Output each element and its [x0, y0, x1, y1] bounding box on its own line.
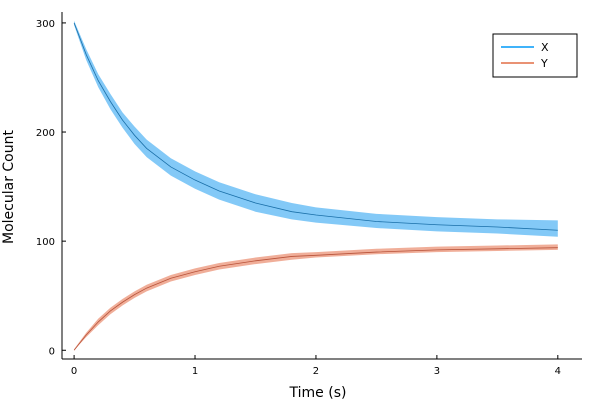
x-tick-label: 1 [192, 366, 198, 377]
y-tick-label: 300 [36, 19, 55, 30]
x-tick-label: 3 [434, 366, 440, 377]
ribbon-y [74, 244, 558, 351]
y-tick-label: 200 [36, 128, 55, 139]
y-tick-label: 100 [36, 237, 55, 248]
y-axis-ticks: 0 100 200 300 [36, 19, 66, 357]
x-axis-label: Time (s) [289, 385, 347, 400]
y-tick-label: 0 [49, 346, 55, 357]
ribbon-x [74, 20, 558, 237]
legend-label-x: X [541, 41, 549, 54]
x-tick-label: 0 [71, 366, 77, 377]
x-tick-label: 2 [313, 366, 319, 377]
series-line-x [73, 22, 558, 231]
series-lines [73, 22, 558, 351]
legend: X Y [492, 33, 578, 78]
x-tick-label: 4 [555, 366, 561, 377]
confidence-ribbons [74, 20, 558, 351]
series-line-y [73, 247, 558, 351]
y-axis-label: Molecular Count [1, 130, 17, 244]
legend-label-y: Y [540, 57, 548, 70]
x-axis-ticks: 0 1 2 3 4 [71, 355, 561, 377]
legend-box [492, 33, 578, 78]
